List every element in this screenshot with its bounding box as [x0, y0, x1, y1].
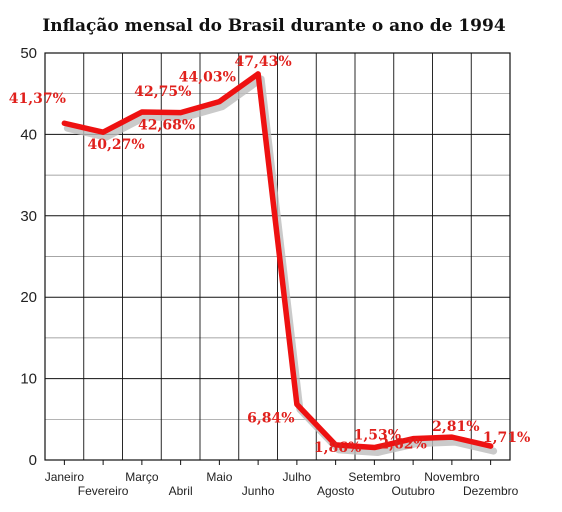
data-point: [294, 401, 300, 407]
data-point: [449, 434, 455, 440]
data-label: 1,71%: [483, 430, 530, 446]
x-tick-label: Dezembro: [463, 484, 519, 498]
data-label: 47,43%: [235, 54, 292, 70]
x-tick-label: Agosto: [317, 484, 355, 498]
x-tick-label: Março: [125, 470, 159, 484]
y-tick-label: 10: [20, 371, 37, 388]
x-tick-label: Abril: [169, 484, 193, 498]
data-point: [61, 120, 67, 126]
data-point: [100, 129, 106, 135]
data-label: 44,03%: [179, 70, 236, 86]
data-point: [139, 109, 145, 115]
data-point: [178, 110, 184, 116]
plot-frame: [44, 52, 511, 461]
y-axis-ticks: 0 10 20 30 40 50: [20, 45, 37, 469]
x-tick-label: Fevereiro: [78, 484, 129, 498]
data-label: 42,75%: [134, 84, 191, 100]
data-point: [488, 443, 494, 449]
x-tick-label: Outubro: [391, 484, 435, 498]
data-label: 40,27%: [88, 137, 145, 153]
y-tick-label: 40: [20, 126, 37, 143]
data-point: [371, 445, 377, 451]
x-tick-label: Novembro: [424, 470, 480, 484]
data-point: [333, 442, 339, 448]
x-tick-label: Maio: [206, 470, 232, 484]
series-line: [61, 71, 494, 451]
x-tick-label: Julho: [283, 470, 312, 484]
data-point: [255, 71, 261, 77]
series-line-layer: [61, 71, 498, 457]
data-labels: 41,37% 40,27% 42,75% 42,68% 44,03%47,43% 6,84…: [9, 54, 531, 456]
data-point: [216, 99, 222, 105]
x-tick-label: Janeiro: [45, 470, 85, 484]
data-label: 2,62%: [379, 437, 426, 453]
x-tick-label: Setembro: [348, 470, 400, 484]
y-tick-label: 30: [20, 208, 37, 225]
data-label: 6,84%: [247, 410, 294, 426]
data-label: 2,81%: [432, 419, 479, 435]
data-label: 41,37%: [9, 91, 66, 107]
y-tick-label: 20: [20, 289, 37, 306]
data-point: [410, 436, 416, 442]
data-label: 1,86%: [314, 440, 361, 456]
x-tick-label: Junho: [242, 484, 275, 498]
y-tick-label: 0: [29, 452, 37, 469]
data-label: 42,68%: [138, 118, 195, 134]
y-tick-label: 50: [20, 45, 37, 62]
chart-title: Inflação mensal do Brasil durante o ano …: [42, 16, 505, 36]
data-label: 1,53%: [354, 428, 401, 444]
